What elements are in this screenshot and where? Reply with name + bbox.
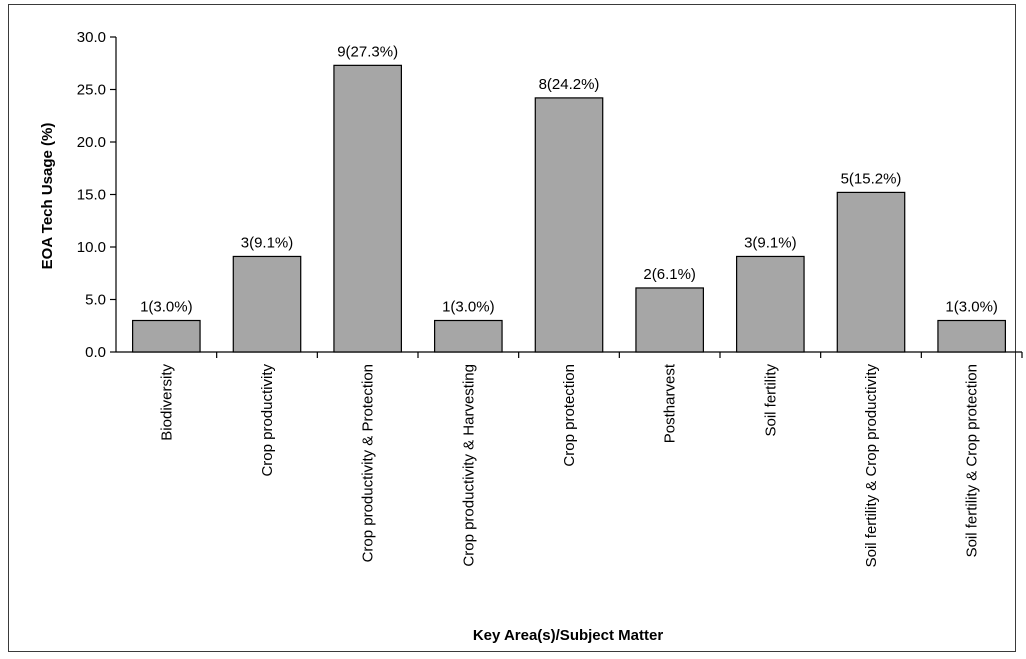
y-tick-label: 20.0 — [77, 134, 106, 151]
data-label: 1(3.0%) — [140, 299, 193, 316]
category-label: Crop protection — [561, 364, 578, 467]
data-label: 3(9.1%) — [744, 234, 797, 251]
data-label: 5(15.2%) — [841, 170, 902, 187]
y-tick-label: 10.0 — [77, 239, 106, 256]
category-label: Soil fertility & Crop protection — [964, 364, 981, 557]
data-label: 8(24.2%) — [539, 76, 600, 93]
data-label: 1(3.0%) — [442, 299, 495, 316]
category-label: Crop productivity — [259, 364, 276, 477]
y-tick-label: 25.0 — [77, 82, 106, 99]
y-ticks: 0.0 5.0 10.0 15.0 20.0 25.0 30.0 — [77, 29, 116, 361]
category-label: Biodiversity — [158, 364, 175, 441]
bar — [836, 191, 906, 353]
y-tick-label: 5.0 — [85, 292, 106, 309]
y-axis-title: EOA Tech Usage (%) — [39, 123, 56, 270]
data-label: 1(3.0%) — [945, 299, 998, 316]
bar — [132, 319, 201, 353]
y-tick-label: 15.0 — [77, 187, 106, 204]
bar — [534, 97, 604, 353]
category-label: Soil fertility — [762, 364, 779, 437]
bar — [736, 255, 805, 353]
data-label: 9(27.3%) — [337, 43, 398, 60]
x-axis — [116, 351, 1023, 358]
data-labels: 1(3.0%) 3(9.1%) 9(27.3%) 1(3.0%) 8(24.2%) 2(6… — [140, 43, 998, 315]
bar — [232, 255, 302, 353]
category-label: Crop productivity & Protection — [360, 364, 377, 562]
category-label: Crop productivity & Harvesting — [460, 364, 477, 567]
y-tick-label: 30.0 — [77, 29, 106, 46]
bar — [635, 287, 704, 353]
category-label: Postharvest — [662, 363, 679, 443]
x-axis-title: Key Area(s)/Subject Matter — [473, 627, 663, 644]
bars — [132, 64, 1006, 353]
bar — [937, 319, 1006, 353]
category-labels: Biodiversity Crop productivity Crop produc… — [158, 363, 980, 567]
y-tick-label: 0.0 — [85, 344, 106, 361]
bar — [434, 319, 503, 353]
category-label: Soil fertility & Crop productivity — [863, 364, 880, 568]
bar — [333, 64, 402, 353]
data-label: 2(6.1%) — [643, 266, 696, 283]
data-label: 3(9.1%) — [241, 234, 294, 251]
